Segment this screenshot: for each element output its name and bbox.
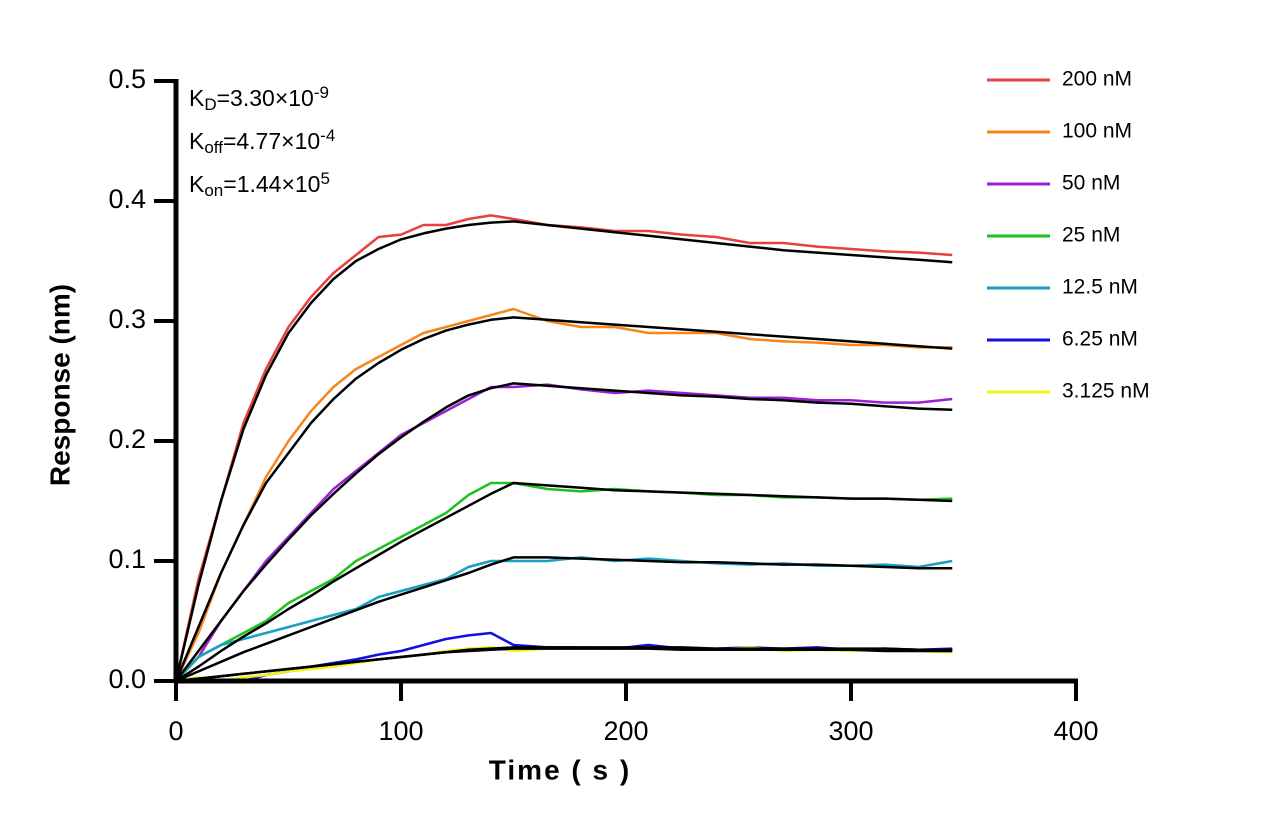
x-tick-label: 100 [378, 716, 423, 746]
fit-line [175, 647, 953, 683]
legend-label: 25 nM [1062, 224, 1120, 247]
annotation-sup: -9 [314, 83, 329, 102]
annotation-k: K [189, 128, 205, 154]
y-tick-label: 0.4 [108, 184, 146, 214]
data-line [175, 646, 953, 683]
legend-label: 200 nM [1062, 68, 1132, 91]
x-tick-label: 200 [603, 716, 648, 746]
fit-line [175, 481, 953, 683]
annotation: Koff=4.77×10-4 [189, 126, 335, 157]
annotation-k: K [189, 171, 205, 197]
x-tick-label: 300 [828, 716, 873, 746]
legend-label: 6.25 nM [1062, 328, 1138, 351]
annotation-k: K [189, 85, 205, 111]
fit-line [175, 556, 953, 683]
annotation: KD=3.30×10-9 [189, 83, 329, 114]
annotation-sup: -4 [320, 126, 335, 145]
y-tick-label: 0.0 [108, 664, 146, 694]
data-line [175, 383, 953, 682]
y-tick-label: 0.1 [108, 544, 146, 574]
data-line [176, 631, 953, 683]
x-tick-label: 400 [1053, 716, 1098, 746]
legend-label: 50 nM [1062, 172, 1120, 195]
annotation-eq: =1.44×10 [223, 171, 320, 197]
fit-line [174, 316, 953, 682]
annotation-eq: =4.77×10 [223, 128, 320, 154]
y-tick-label: 0.2 [108, 424, 146, 454]
data-line [175, 556, 953, 682]
data-line [174, 214, 953, 682]
fit-line [174, 220, 953, 682]
x-axis-title: Time ( s ) [489, 754, 631, 785]
y-tick-label: 0.3 [108, 304, 146, 334]
legend-label: 3.125 nM [1062, 380, 1150, 403]
y-tick-label: 0.5 [108, 64, 146, 94]
legend-label: 100 nM [1062, 120, 1132, 143]
annotation-sub: D [204, 95, 216, 114]
x-tick-label: 0 [168, 716, 183, 746]
fit-line [175, 382, 953, 682]
legend-label: 12.5 nM [1062, 276, 1138, 299]
fit-line [175, 646, 953, 683]
annotation-sub: on [204, 181, 223, 200]
annotation-sup: 5 [320, 169, 329, 188]
annotation-sub: off [204, 138, 223, 157]
annotation-eq: =3.30×10 [217, 85, 314, 111]
annotation: Kon=1.44×105 [189, 169, 330, 200]
y-axis-title: Response (nm) [44, 284, 75, 486]
data-line [174, 307, 953, 682]
